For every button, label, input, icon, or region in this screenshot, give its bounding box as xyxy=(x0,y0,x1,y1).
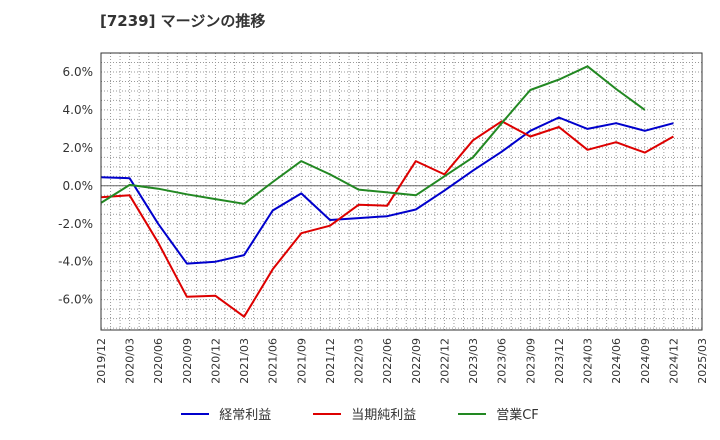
series-lines xyxy=(100,65,674,318)
x-tick-label: 2020/09 xyxy=(181,338,194,384)
y-tick-label: 6.0% xyxy=(63,65,94,79)
x-tick-label: 2024/03 xyxy=(582,338,595,384)
plot-background xyxy=(101,53,702,330)
series-line-2 xyxy=(100,65,646,205)
y-tick-label: 0.0% xyxy=(63,179,94,193)
x-tick-label: 2024/06 xyxy=(610,338,623,384)
x-tick-label: 2023/03 xyxy=(467,338,480,384)
legend-swatch-junri xyxy=(313,412,342,415)
x-tick-label: 2021/06 xyxy=(267,338,280,384)
legend-label-cf: 営業CF xyxy=(496,408,539,423)
chart-title: [7239] マージンの推移 xyxy=(100,12,266,30)
x-tick-label: 2023/06 xyxy=(496,338,509,384)
x-tick-labels: 2019/12 2020/03 2020/06 2020/09 2020/12 2021/… xyxy=(95,338,709,384)
x-tick-label: 2022/06 xyxy=(381,338,394,384)
y-tick-label: 4.0% xyxy=(63,103,94,117)
x-tick-label: 2023/12 xyxy=(553,338,566,384)
x-tick-label: 2019/12 xyxy=(95,338,108,384)
y-tick-labels: 6.0% 4.0% 2.0% 0.0% -2.0% -4.0% -6.0% xyxy=(58,65,93,307)
legend-item-keijo: 経常利益 xyxy=(181,404,271,423)
plot-frame xyxy=(100,52,703,331)
y-tick-label: 2.0% xyxy=(63,141,94,155)
x-tick-label: 2023/09 xyxy=(524,338,537,384)
x-tick-label: 2024/12 xyxy=(667,338,680,384)
x-tick-label: 2024/09 xyxy=(639,338,652,384)
y-tick-label: -2.0% xyxy=(58,217,93,231)
series-line-0 xyxy=(100,116,674,265)
y-tick-label: -6.0% xyxy=(58,293,93,307)
x-tick-label: 2022/12 xyxy=(438,338,451,384)
legend-swatch-cf xyxy=(458,412,487,415)
x-tick-label: 2020/12 xyxy=(209,338,222,384)
x-tick-label: 2021/12 xyxy=(324,338,337,384)
x-tick-label: 2021/03 xyxy=(238,338,251,384)
legend-label-junri: 当期純利益 xyxy=(351,408,417,423)
x-tick-label: 2021/09 xyxy=(295,338,308,384)
x-tick-label: 2020/06 xyxy=(152,338,165,384)
legend: 経常利益 当期純利益 営業CF xyxy=(0,404,720,423)
grid xyxy=(100,52,703,330)
legend-swatch-keijo xyxy=(181,412,210,415)
legend-item-junri: 当期純利益 xyxy=(313,404,416,423)
x-tick-label: 2025/03 xyxy=(696,338,709,384)
x-tick-label: 2022/03 xyxy=(353,338,366,384)
legend-item-cf: 営業CF xyxy=(458,404,539,423)
x-tick-label: 2022/09 xyxy=(410,338,423,384)
series-line-1 xyxy=(100,120,674,318)
legend-label-keijo: 経常利益 xyxy=(219,408,272,423)
y-tick-label: -4.0% xyxy=(58,255,93,269)
x-tick-label: 2020/03 xyxy=(124,338,137,384)
